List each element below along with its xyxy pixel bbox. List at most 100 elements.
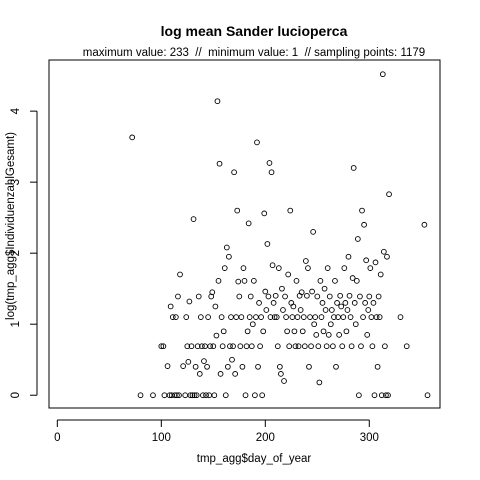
data-point [334,300,340,306]
data-point [248,343,255,350]
data-point [190,216,197,222]
data-point [196,371,203,377]
data-point [329,307,335,313]
data-point [299,328,306,335]
data-point [231,169,237,176]
data-point [272,292,279,299]
data-point [174,392,180,399]
data-point [424,392,431,399]
data-point [383,392,389,399]
data-point [246,314,253,320]
data-point [188,343,195,350]
data-point [294,314,301,320]
data-point [297,307,304,313]
data-point [266,160,273,166]
data-point [242,392,249,399]
data-point [279,285,285,292]
data-point [353,278,360,284]
data-point [321,285,328,292]
data-point [382,343,388,350]
data-point [324,265,331,271]
data-point [378,392,385,399]
data-point [225,363,231,370]
data-point [336,331,342,338]
data-point [322,307,329,313]
data-point [244,328,251,335]
data-point [323,343,330,350]
data-point [372,259,379,266]
data-point [264,241,271,247]
data-point [193,392,200,399]
data-point [374,363,381,370]
data-point [359,207,365,214]
data-point [298,289,305,296]
data-point [310,229,316,235]
data-point [386,191,392,198]
data-point [277,363,283,370]
data-point [212,303,219,310]
data-point [344,307,351,313]
data-point [354,236,361,242]
data-point [192,363,199,370]
chart-title: log mean Sander lucioperca [161,23,348,39]
data-point [338,303,345,310]
data-point [403,343,410,350]
data-point [252,392,258,399]
data-point [333,363,339,370]
data-point [421,221,428,228]
data-point [251,278,257,284]
data-point [137,392,144,399]
data-point [320,328,327,335]
data-point [158,343,165,350]
data-point [258,314,264,320]
data-point [176,392,182,399]
data-point [316,379,323,386]
data-point [240,265,247,271]
data-point [169,314,176,320]
data-point [303,258,309,264]
data-point [348,343,355,350]
data-point [360,314,366,320]
data-point [305,265,311,271]
data-point [236,293,243,300]
data-point [260,328,267,335]
x-axis-label: tmp_agg$day_of_year [197,453,312,465]
data-point [339,343,346,350]
data-point [308,343,314,350]
data-point [319,300,326,306]
data-point [287,207,294,214]
data-point [238,314,245,320]
data-point [269,262,276,269]
data-point [200,392,206,399]
data-point [357,293,363,300]
data-point [257,343,263,350]
data-point [203,392,209,399]
data-point [330,343,336,350]
data-point [317,278,324,284]
data-point [281,378,287,384]
data-point [245,220,252,227]
data-point [222,392,229,399]
data-point [332,278,338,284]
data-point [259,392,266,399]
data-point [293,278,300,284]
data-point [167,303,174,310]
data-point [213,332,220,339]
data-point [255,363,261,370]
data-point [379,71,386,78]
data-point [194,343,201,350]
data-point [375,293,382,300]
data-point [247,293,254,300]
data-point [377,271,384,278]
data-point [274,343,281,350]
data-point [361,221,367,228]
data-point [227,343,233,350]
data-point [364,331,371,338]
data-point [327,321,334,328]
data-point [365,307,372,313]
data-point [254,139,260,146]
data-point [261,210,268,217]
data-point [351,300,358,306]
data-point [234,207,241,214]
